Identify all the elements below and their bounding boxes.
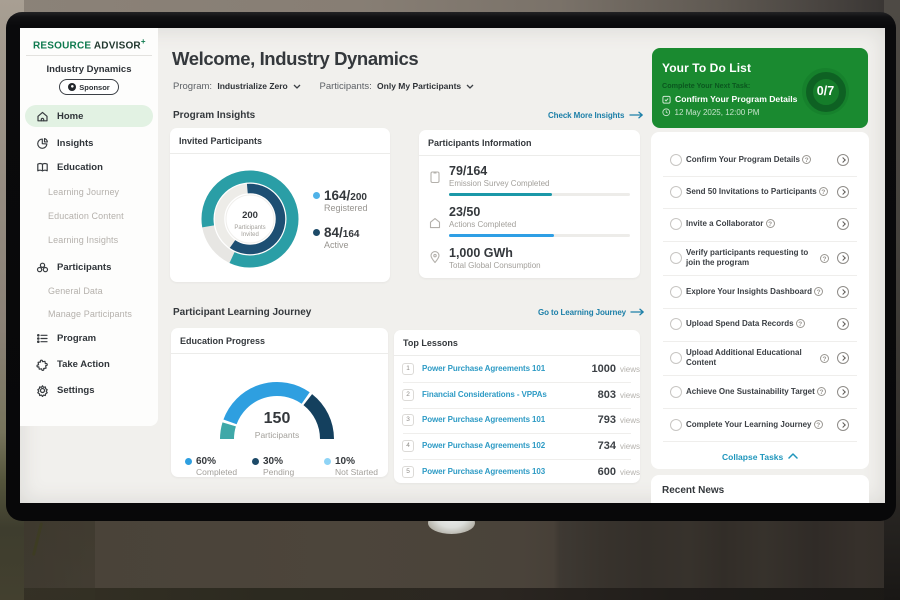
svg-text:Participants: Participants — [234, 225, 265, 231]
svg-text:200: 200 — [242, 210, 258, 221]
svg-text:Invited: Invited — [241, 232, 259, 238]
